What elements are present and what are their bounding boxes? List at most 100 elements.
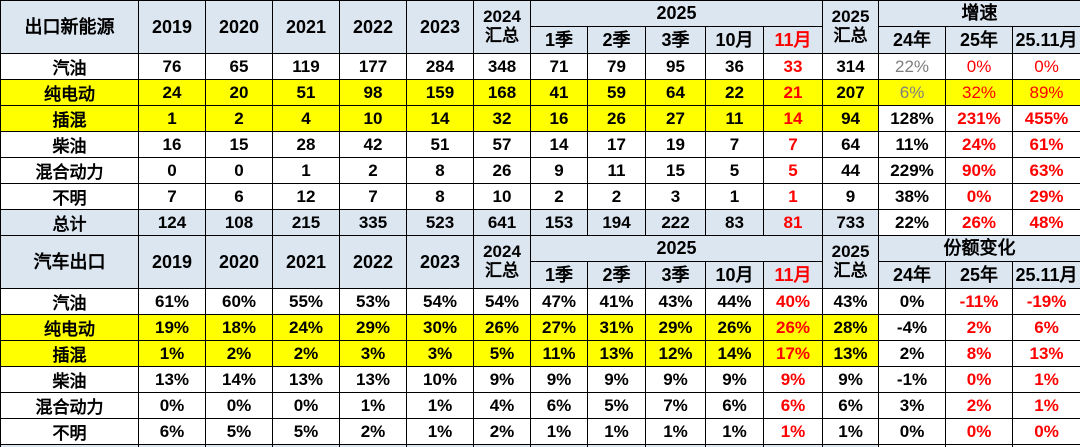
value-cell: 47% [530,288,588,315]
value-cell: 24 [138,79,206,106]
value-cell: 10 [473,183,531,210]
year-header: 2020 [205,0,273,54]
row-label: 不明 [0,418,139,445]
value-cell: 18% [205,314,273,341]
value-cell: 7 [138,183,206,210]
growth-period-header: 25年 [945,261,1014,289]
value-cell: 124 [138,209,206,236]
value-cell: 641 [473,209,531,236]
value-cell: 44% [705,288,764,315]
value-cell: 13% [1012,340,1080,367]
value-cell: 2% [339,418,407,445]
value-cell: 2 [339,157,407,184]
value-cell: 222 [645,209,706,236]
value-cell: 13% [339,366,407,393]
value-cell: 8% [945,340,1014,367]
summary-2024-header: 2024 汇总 [473,235,531,289]
value-cell: 11 [587,157,646,184]
value-cell: 11% [878,131,947,158]
row-label: 汽油 [0,53,139,80]
value-cell: -19% [1012,288,1080,315]
row-label: 插混 [0,105,139,132]
value-cell: 0% [1012,53,1080,80]
value-cell: 20 [205,79,273,106]
value-cell: 5% [272,418,340,445]
value-cell: 83 [705,209,764,236]
value-cell: 0% [945,183,1014,210]
row-label: 柴油 [0,131,139,158]
summary-2025-line1: 2025 [831,242,870,262]
growth-group-header: 增速 [878,0,1080,27]
value-cell: 44 [822,157,880,184]
period-header: 10月 [705,261,764,289]
value-cell: 41 [530,79,588,106]
value-cell: 6% [822,392,880,419]
value-cell: 64 [822,131,880,158]
table-row: 总计 124 108 215 335 523 641 153 194 222 83 81 733 22% 2… [0,209,1080,236]
value-cell: 16 [530,105,588,132]
value-cell: 64 [645,79,706,106]
value-cell: 14 [762,105,824,132]
value-cell: 54% [406,288,474,315]
value-cell: 9 [822,183,880,210]
value-cell: 26% [473,314,531,341]
period-header: 3季 [645,261,706,289]
value-cell: 95 [645,53,706,80]
value-cell: 177 [339,53,407,80]
value-cell: 5% [205,418,273,445]
value-cell: 9% [587,366,646,393]
value-cell: 0% [878,288,947,315]
value-cell: 29% [1012,183,1080,210]
summary-2025-line2: 汇总 [833,261,868,280]
value-cell: 30% [406,314,474,341]
value-cell: 28 [272,131,340,158]
group-2025-header: 2025 [529,0,824,27]
value-cell: 27 [645,105,706,132]
value-cell: 9% [530,366,588,393]
value-cell: 13% [272,366,340,393]
value-cell: 3 [645,183,706,210]
value-cell: 27% [530,314,588,341]
value-cell: 61% [138,288,206,315]
value-cell: 9% [705,366,764,393]
value-cell: 21 [762,79,824,106]
value-cell: 3% [878,392,947,419]
value-cell: 5 [762,157,824,184]
value-cell: 0 [205,157,273,184]
value-cell: 17 [587,131,646,158]
value-cell: 1 [705,183,764,210]
value-cell: 1% [762,418,824,445]
value-cell: 6% [762,392,824,419]
value-cell: 7% [645,392,706,419]
year-header: 2019 [138,0,206,54]
summary-2024-line1: 2024 [483,7,521,27]
growth-period-header: 24年 [878,26,947,54]
year-header: 2019 [138,235,206,289]
table-row: 混合动力 0 0 1 2 8 26 9 11 15 5 5 44 229% 90% 63% [0,157,1080,184]
value-cell: 2% [205,340,273,367]
row-label: 柴油 [0,366,139,393]
value-cell: 6% [138,418,206,445]
value-cell: 2% [945,314,1014,341]
value-cell: 19 [645,131,706,158]
value-cell: 60% [205,288,273,315]
value-cell: 79 [587,53,646,80]
value-cell: 2% [473,418,531,445]
section-header-row: 出口新能源 2019 2020 2021 2022 2023 2024 汇总 2025 2025 汇… [0,0,1080,54]
value-cell: 231% [945,105,1014,132]
value-cell: 0% [945,366,1014,393]
value-cell: 6% [878,79,947,106]
value-cell: 13% [822,340,880,367]
value-cell: 38% [878,183,947,210]
value-cell: 8 [406,157,474,184]
period-header: 1季 [530,26,588,54]
value-cell: 7 [762,131,824,158]
value-cell: 1% [406,418,474,445]
summary-2024-line2: 汇总 [485,261,519,280]
value-cell: 28% [822,314,880,341]
table-row: 总计100%100%100%100%100%100%100%100%100%10… [0,444,1080,447]
value-cell: 2 [587,183,646,210]
value-cell: 1 [762,183,824,210]
value-cell: 0% [138,392,206,419]
